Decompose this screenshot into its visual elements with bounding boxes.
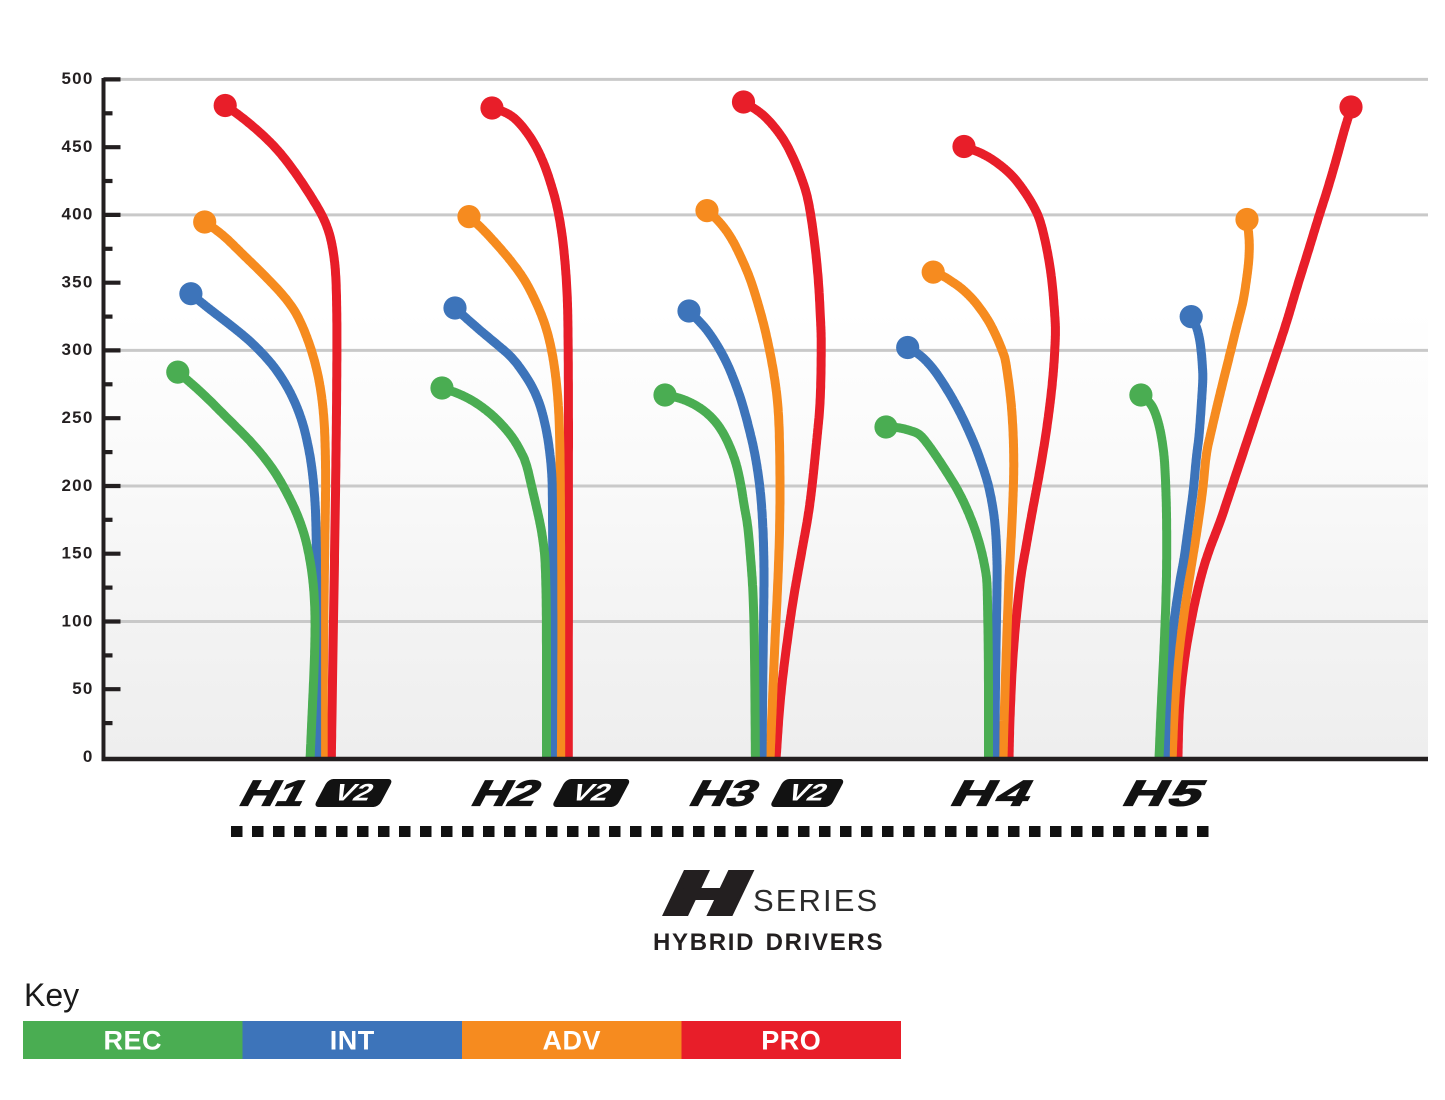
svg-text:SERIES: SERIES xyxy=(753,883,879,918)
svg-text:ADV: ADV xyxy=(543,1026,602,1056)
svg-text:400: 400 xyxy=(62,205,94,224)
svg-text:250: 250 xyxy=(62,408,94,427)
svg-text:150: 150 xyxy=(62,544,94,563)
svg-text:100: 100 xyxy=(62,611,94,630)
svg-text:PRO: PRO xyxy=(761,1026,821,1056)
svg-text:HYBRID DRIVERS: HYBRID DRIVERS xyxy=(653,929,884,956)
svg-text:200: 200 xyxy=(62,476,94,495)
svg-text:50: 50 xyxy=(72,679,93,698)
svg-text:INT: INT xyxy=(330,1026,375,1056)
svg-text:Key: Key xyxy=(24,977,79,1013)
svg-text:500: 500 xyxy=(62,69,94,88)
svg-text:REC: REC xyxy=(104,1026,163,1056)
svg-text:0: 0 xyxy=(83,747,94,766)
svg-text:450: 450 xyxy=(62,137,94,156)
svg-text:300: 300 xyxy=(62,340,94,359)
svg-text:350: 350 xyxy=(62,273,94,292)
